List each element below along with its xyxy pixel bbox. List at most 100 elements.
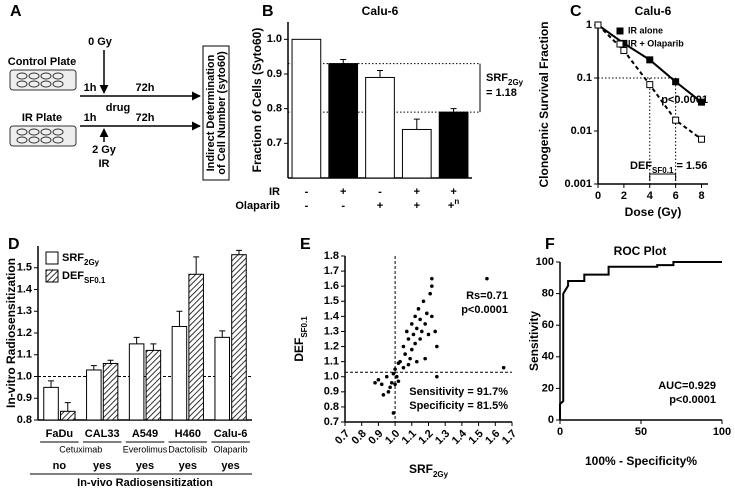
x-tick-label: 1.1 <box>400 428 419 447</box>
error-bar <box>235 249 242 255</box>
panel-label: E <box>300 236 311 253</box>
well <box>52 80 64 88</box>
point <box>672 116 680 124</box>
text-part: 100% - Specificity% <box>585 454 697 468</box>
readout-box <box>202 45 230 181</box>
point <box>406 362 411 367</box>
time-label: 1h <box>84 112 97 124</box>
y-tick-label: 0.8 <box>324 401 339 413</box>
point <box>420 329 424 334</box>
text-part: SF0.1 <box>300 316 309 338</box>
y-axis-label: Fraction of Cells (Syto60) <box>250 28 264 173</box>
panel-label: B <box>262 3 274 20</box>
bar <box>188 273 204 421</box>
point <box>430 314 434 319</box>
x-tick-label: 0 <box>557 426 563 438</box>
text-part: Sensitivity <box>527 311 541 371</box>
well <box>52 72 64 80</box>
point <box>698 98 706 106</box>
x-axis-label: Dose (Gy) <box>625 205 682 219</box>
error-bar <box>48 380 55 388</box>
error-bar <box>413 118 420 130</box>
x-tick-label: 4 <box>647 190 654 202</box>
point <box>594 21 602 29</box>
row-label: IR <box>269 186 280 198</box>
error-bar <box>450 108 457 113</box>
well <box>16 128 28 136</box>
y-tick-label: 0.9 <box>267 68 282 80</box>
text-part: SRF <box>62 252 84 264</box>
time-label: 1h <box>84 82 97 94</box>
in-vivo-label: no <box>53 460 67 472</box>
point <box>415 326 419 331</box>
point <box>421 299 426 304</box>
error-bar <box>377 70 383 78</box>
legend-marker <box>616 40 624 48</box>
series-line <box>559 261 722 420</box>
text-part: = 1.18 <box>486 87 517 99</box>
text-part: DEF <box>630 160 652 172</box>
well <box>16 136 28 144</box>
row-value: + <box>414 200 420 212</box>
point <box>423 356 427 361</box>
text-part: 2Gy <box>508 78 524 87</box>
y-tick-label: 0.9 <box>17 392 32 404</box>
well <box>40 80 52 88</box>
text-part: + <box>448 200 454 212</box>
point <box>389 380 394 385</box>
point <box>646 56 654 64</box>
annotation: p<0.0001 <box>461 304 508 316</box>
well <box>16 72 28 80</box>
well <box>52 128 64 136</box>
point <box>396 379 401 384</box>
text-part: DEF <box>62 270 84 282</box>
point <box>428 291 432 296</box>
text-part: Clonogenic Survival Fraction <box>537 21 551 187</box>
series-line <box>597 24 703 103</box>
point <box>418 337 422 341</box>
text-part: = 1.56 <box>673 160 707 172</box>
point <box>416 307 421 311</box>
text-part: SRF <box>486 72 508 84</box>
point <box>430 276 434 281</box>
text-part: Dose (Gy) <box>625 205 682 219</box>
x-tick-label: 6 <box>673 190 679 202</box>
y-tick-label: 1.8 <box>324 250 339 262</box>
row-value: - <box>378 186 382 198</box>
y-tick-label: 1.5 <box>324 295 339 307</box>
x-tick-label: 8 <box>698 190 704 202</box>
point <box>376 377 381 382</box>
text-part: - <box>341 200 345 212</box>
text-part: - <box>305 186 309 198</box>
x-tick-label: 0.7 <box>333 428 352 447</box>
y-tick-label: 1.3 <box>324 325 339 337</box>
annotation: p<0.0001 <box>661 94 708 106</box>
text-part: + <box>450 186 456 198</box>
x-tick-label: 100 <box>713 426 731 438</box>
annotation: AUC=0.929 <box>658 380 716 392</box>
annotation: p<0.0001 <box>669 394 716 406</box>
y-tick-label: 1 <box>586 19 592 31</box>
text-part: 2Gy <box>433 470 449 479</box>
ir-plate-label: IR Plate <box>22 112 62 124</box>
y-tick-label: 100 <box>536 256 554 268</box>
text-part: DEF <box>292 338 306 362</box>
in-vivo-label: yes <box>136 460 154 472</box>
def-bracket <box>649 173 677 181</box>
well <box>40 128 52 136</box>
y-tick-label: 80 <box>542 288 554 300</box>
time-label: 72h <box>136 82 155 94</box>
row-value: +n <box>448 197 459 212</box>
point <box>425 311 429 316</box>
point <box>435 344 439 349</box>
y-tick-label: 0.9 <box>324 386 339 398</box>
dose-label: 0 Gy <box>88 36 113 48</box>
x-tick-label: 0 <box>595 190 601 202</box>
point <box>379 382 384 387</box>
annotation: Specificity = 81.5% <box>409 400 508 412</box>
text-part: - <box>305 200 309 212</box>
point <box>501 365 506 370</box>
error-bar <box>107 359 114 364</box>
